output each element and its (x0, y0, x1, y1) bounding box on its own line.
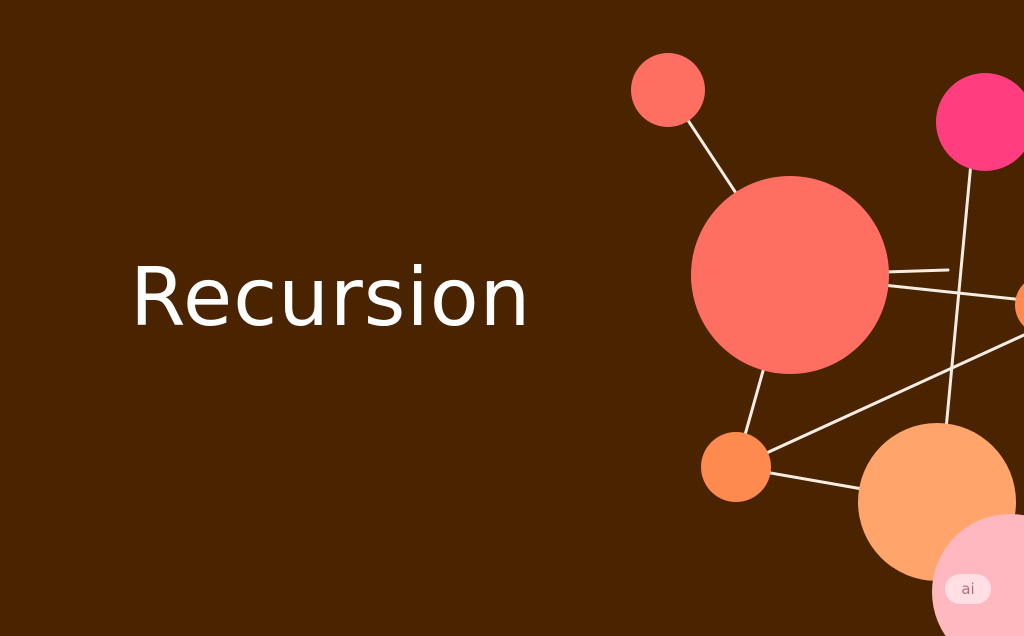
node-circle-edge-orange (1015, 283, 1024, 327)
node-circle-large-coral (691, 176, 889, 374)
watermark-badge: ai (945, 574, 991, 604)
edge (943, 118, 977, 442)
slide-title: Recursion (130, 251, 532, 344)
node-circle-pink (936, 73, 1024, 171)
node-circle-small-orange (701, 432, 771, 502)
node-circle-small-coral (631, 53, 705, 127)
edge (734, 333, 1024, 469)
